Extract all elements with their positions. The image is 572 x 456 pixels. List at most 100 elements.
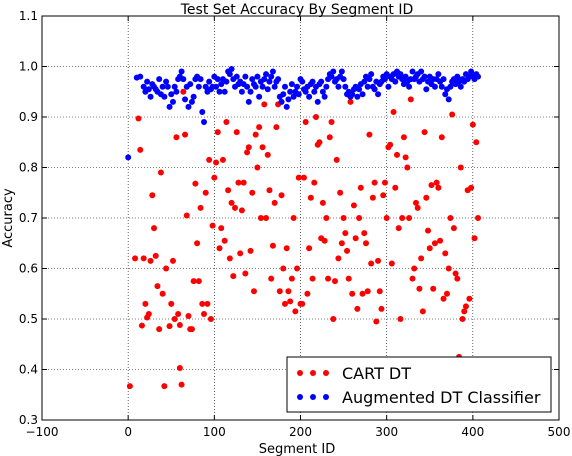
augmented-dt-point (125, 154, 132, 161)
y-tick-label: 0.3 (19, 413, 38, 427)
cart-dt-point (307, 194, 314, 201)
augmented-dt-point (385, 83, 392, 90)
cart-dt-point (237, 250, 244, 257)
cart-dt-point (300, 174, 307, 181)
augmented-dt-point (266, 78, 273, 85)
augmented-dt-point (457, 83, 464, 90)
cart-dt-point (200, 310, 207, 317)
cart-dt-point (369, 194, 376, 201)
cart-dt-point (199, 300, 206, 307)
augmented-dt-point (261, 76, 268, 83)
cart-dt-point (471, 235, 478, 242)
cart-dt-point (426, 245, 433, 252)
cart-dt-point (266, 187, 273, 194)
augmented-dt-point (161, 93, 168, 100)
augmented-dt-point (311, 88, 318, 95)
cart-dt-point (183, 212, 190, 219)
cart-dt-point (126, 383, 133, 390)
cart-dt-point (206, 156, 213, 163)
cart-dt-point (185, 312, 192, 319)
augmented-dt-point (147, 93, 154, 100)
augmented-dt-point (418, 68, 425, 75)
cart-dt-point (173, 134, 180, 141)
cart-dt-point (151, 225, 158, 232)
legend-box (286, 356, 552, 413)
cart-dt-point (294, 265, 301, 272)
augmented-dt-point (144, 78, 151, 85)
cart-dt-point (235, 179, 242, 186)
augmented-dt-point (264, 86, 271, 93)
cart-dt-point (380, 192, 387, 199)
cart-dt-point (412, 199, 419, 206)
augmented-dt-point (171, 83, 178, 90)
augmented-dt-point (168, 91, 175, 98)
cart-dt-point (357, 184, 364, 191)
augmented-dt-point (199, 108, 206, 115)
cart-dt-point (152, 252, 159, 259)
cart-dt-point (149, 192, 156, 199)
cart-dt-point (400, 134, 407, 141)
cart-dt-point (349, 290, 356, 297)
augmented-dt-point (213, 83, 220, 90)
cart-dt-point (316, 139, 323, 146)
cart-dt-point (371, 179, 378, 186)
y-tick-label: 0.5 (19, 312, 38, 326)
x-tick-label: 100 (203, 425, 226, 439)
augmented-dt-point (275, 76, 282, 83)
cart-dt-point (213, 159, 220, 166)
augmented-dt-point (268, 73, 275, 80)
cart-dt-point (409, 275, 416, 282)
cart-dt-point (430, 285, 437, 292)
augmented-dt-point (226, 71, 233, 78)
augmented-dt-point (318, 78, 325, 85)
cart-dt-point (475, 215, 482, 221)
cart-dt-point (194, 240, 201, 247)
cart-dt-point (223, 119, 230, 126)
cart-dt-point (304, 290, 311, 297)
chart-title: Test Set Accuracy By Segment ID (180, 2, 414, 18)
x-tick-label: 500 (548, 425, 571, 439)
augmented-dt-point (180, 76, 187, 83)
series-cart-dt (126, 88, 482, 390)
augmented-dt-point (406, 83, 413, 90)
cart-dt-point (418, 255, 425, 262)
y-axis-label: Accuracy (1, 188, 16, 248)
cart-dt-point (166, 323, 173, 330)
cart-dt-point (288, 275, 295, 282)
augmented-dt-point (397, 71, 404, 78)
cart-dt-point (175, 310, 182, 317)
cart-dt-point (438, 134, 445, 141)
cart-dt-point (462, 303, 469, 310)
cart-dt-point (411, 265, 418, 272)
augmented-dt-point (169, 98, 176, 105)
augmented-dt-point (245, 98, 252, 105)
cart-dt-point (425, 227, 432, 234)
cart-dt-point (263, 215, 270, 221)
augmented-dt-point (228, 66, 235, 73)
augmented-dt-point (140, 83, 147, 90)
cart-dt-point (435, 184, 442, 191)
cart-dt-point (350, 202, 357, 209)
cart-dt-point (378, 305, 385, 312)
cart-dt-point (383, 215, 390, 221)
cart-dt-point (168, 300, 175, 307)
augmented-dt-point (381, 76, 388, 83)
cart-dt-point (156, 326, 163, 333)
cart-dt-point (428, 182, 435, 189)
cart-dt-point (230, 273, 237, 280)
cart-dt-point (290, 215, 297, 221)
y-tick-label: 0.6 (19, 262, 38, 276)
augmented-dt-point (218, 81, 225, 88)
cart-dt-point (469, 121, 476, 128)
cart-dt-point (240, 179, 247, 186)
cart-dt-point (132, 255, 139, 262)
cart-dt-point (347, 98, 354, 105)
cart-dt-point (157, 169, 164, 176)
augmented-dt-point (290, 93, 297, 100)
cart-dt-point (399, 215, 406, 221)
augmented-dt-point (323, 83, 330, 90)
cart-dt-point (250, 288, 257, 295)
augmented-dt-point (263, 71, 270, 78)
augmented-dt-point (233, 73, 240, 80)
legend-marker-augmented (297, 394, 329, 400)
